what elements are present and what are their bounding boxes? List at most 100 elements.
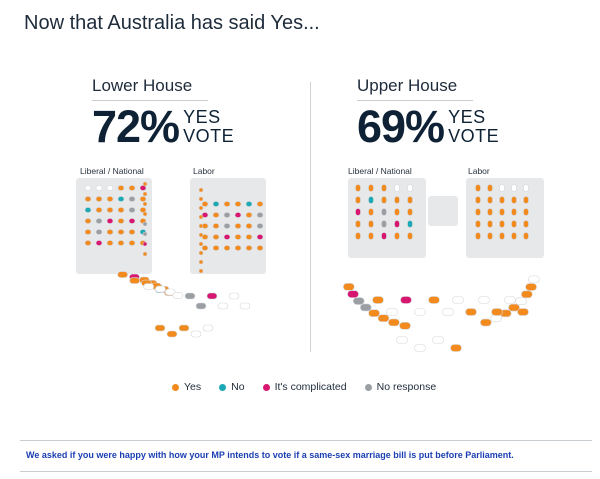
lower-seat (128, 218, 136, 224)
upper-seat (407, 232, 413, 240)
upper-seat (407, 208, 413, 216)
lower-seat (256, 223, 264, 229)
lower-labor-label: Labor (193, 166, 215, 176)
legend-label-no: No (231, 381, 245, 393)
legend-label-no-response: No response (376, 381, 437, 393)
lower-seat (198, 196, 204, 202)
upper-seat (381, 232, 387, 240)
upper-seat (359, 303, 372, 312)
upper-seat (372, 296, 384, 304)
upper-seat (475, 220, 481, 228)
lower-seat (223, 245, 231, 251)
lower-seat (95, 229, 103, 235)
lower-seat (164, 288, 176, 296)
lower-seat (172, 291, 184, 299)
legend-swatch-yes (172, 383, 179, 391)
lower-seat (142, 231, 148, 237)
lower-seat (198, 214, 204, 220)
lower-seat (198, 268, 204, 274)
lower-seat (190, 330, 202, 338)
lower-seat (198, 250, 204, 256)
lower-seat (201, 245, 209, 251)
upper-seat (381, 196, 387, 204)
footnote-rule-top (20, 440, 592, 441)
seating-charts (76, 178, 544, 352)
upper-seat (499, 208, 505, 216)
upper-seat (465, 308, 477, 316)
lower-seat (95, 218, 103, 224)
upper-seat (511, 220, 517, 228)
lower-seat (212, 245, 220, 251)
lower-seat (195, 302, 207, 310)
lower-seat (106, 229, 114, 235)
lower-house-pct: 72% (92, 101, 180, 152)
lower-seat (256, 201, 264, 207)
upper-seat (368, 220, 374, 228)
upper-seat (523, 220, 529, 228)
lower-seat (128, 229, 136, 235)
lower-seat (128, 207, 136, 213)
lower-seat (84, 185, 92, 191)
lower-seat (245, 212, 253, 218)
lower-yes-word: YES (183, 107, 221, 127)
lower-seat (128, 185, 136, 191)
lower-seat (217, 302, 229, 310)
lower-seat (117, 196, 125, 202)
lower-seat (202, 324, 214, 332)
upper-seat (499, 196, 505, 204)
lower-seat (234, 201, 242, 207)
lower-seat (212, 234, 220, 240)
lower-coalition-bench (76, 178, 152, 274)
lower-seat (142, 211, 148, 217)
lower-seat (95, 196, 103, 202)
lower-seat (155, 285, 166, 293)
lower-seat (142, 221, 148, 227)
upper-seat (414, 344, 426, 352)
lower-seat (117, 229, 125, 235)
lower-seat (256, 212, 264, 218)
lower-seat (142, 201, 148, 207)
lower-seat (234, 212, 242, 218)
lower-house-title: Lower House (92, 76, 208, 101)
upper-seat (407, 220, 413, 228)
upper-seat (396, 336, 408, 344)
upper-seat (355, 208, 361, 216)
lower-seat (117, 185, 125, 191)
upper-presiding-desk (428, 196, 458, 226)
lower-seat (245, 245, 253, 251)
lower-house-vote-label: YES VOTE (183, 108, 234, 146)
legend-item-yes: Yes (172, 381, 201, 393)
upper-seat (487, 208, 493, 216)
upper-seat (511, 208, 517, 216)
lower-seat (198, 241, 204, 247)
upper-seat (523, 232, 529, 240)
lower-seat (212, 223, 220, 229)
lower-seat (139, 196, 147, 202)
upper-seat (487, 196, 493, 204)
lower-seat (256, 234, 264, 240)
upper-seat (491, 308, 503, 316)
lower-seat (84, 207, 92, 213)
upper-seat (347, 290, 359, 298)
legend-swatch-complicated (262, 383, 270, 391)
upper-vote-word: VOTE (448, 126, 500, 146)
lower-seat (106, 240, 114, 246)
upper-seat (487, 220, 493, 228)
upper-seat (517, 308, 529, 316)
lower-seat (84, 218, 92, 224)
upper-seat (388, 318, 400, 327)
upper-seat (511, 232, 517, 240)
lower-seat (142, 241, 148, 247)
upper-seat (381, 208, 387, 216)
legend-label-yes: Yes (184, 381, 202, 393)
lower-seat (84, 229, 92, 235)
upper-seat (450, 344, 462, 352)
upper-seat (521, 290, 533, 299)
upper-seat (368, 208, 374, 216)
upper-seat (355, 232, 361, 240)
lower-seat (239, 302, 251, 310)
upper-seat (487, 184, 493, 192)
upper-seat (478, 296, 490, 304)
lower-seat (206, 292, 218, 300)
lower-seat (178, 324, 190, 332)
